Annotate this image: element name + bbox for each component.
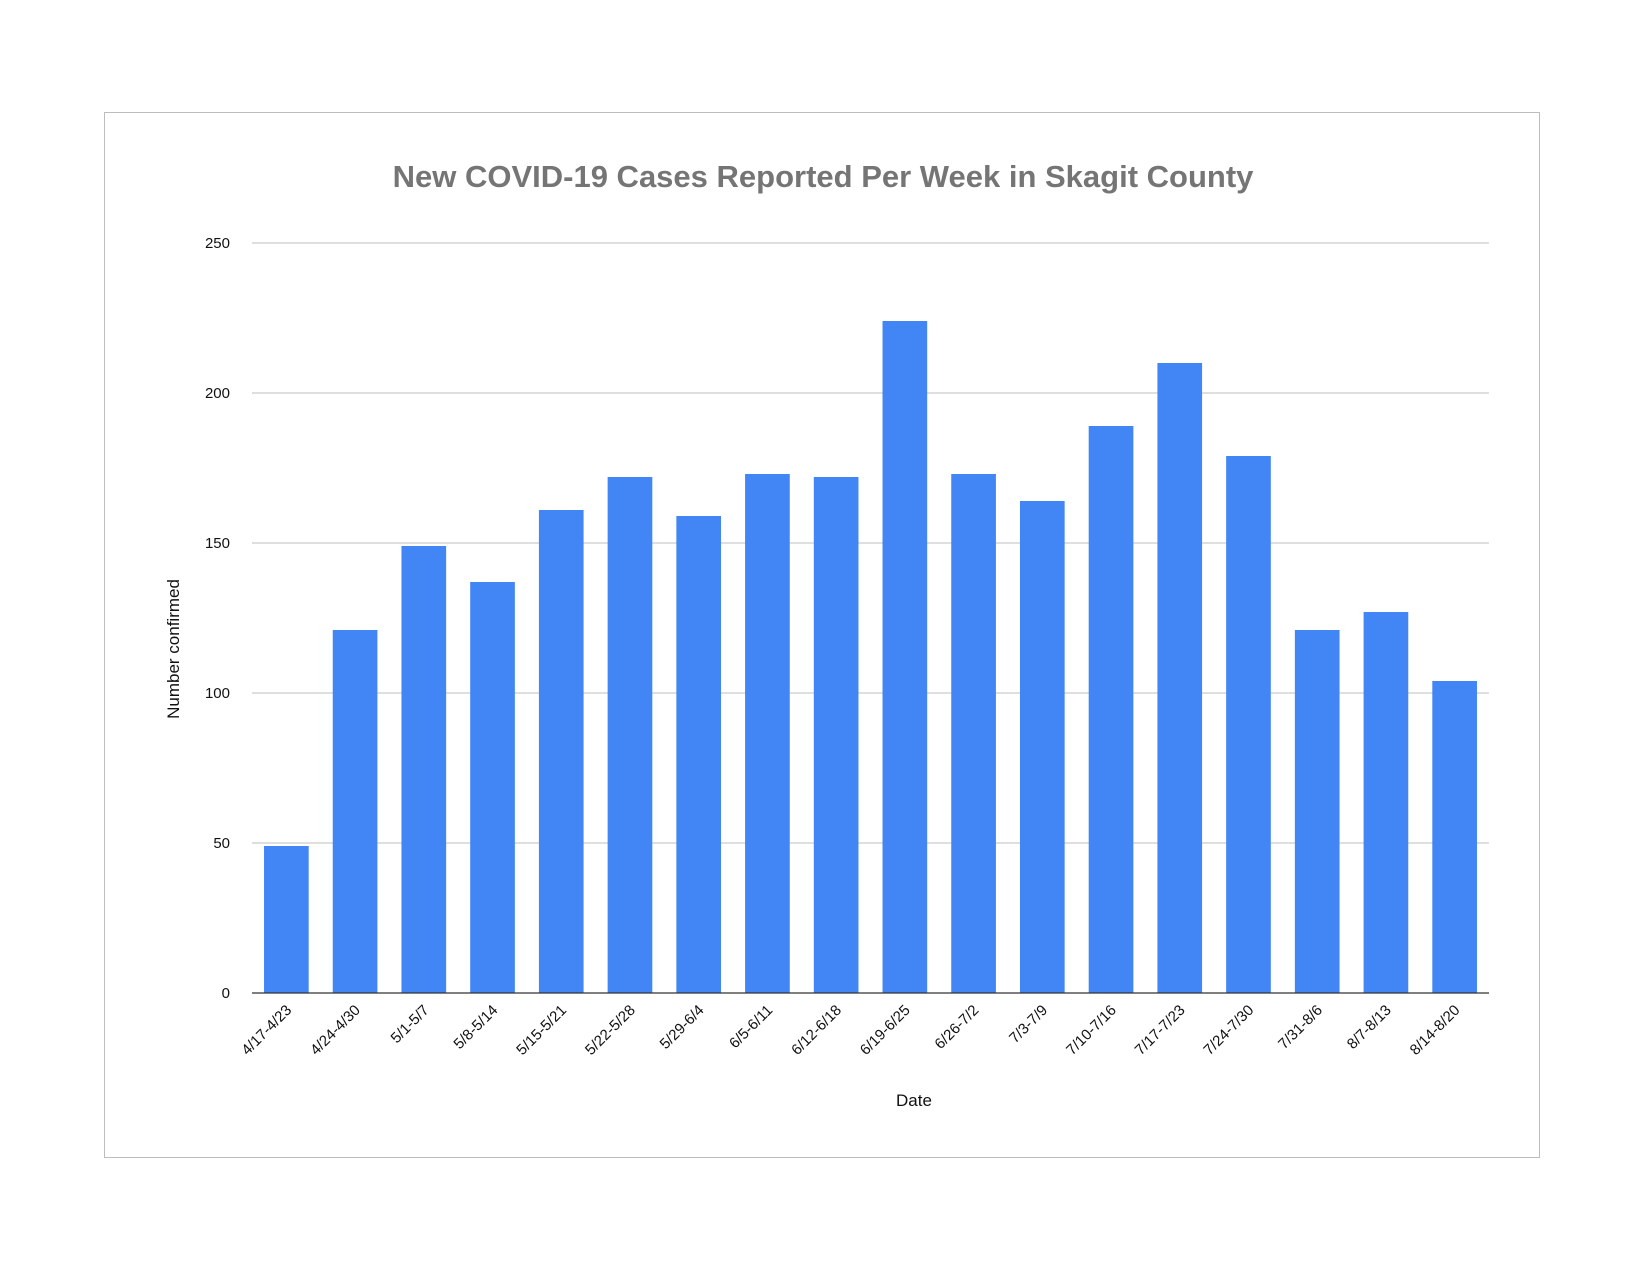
bar-9 xyxy=(882,321,928,993)
bar-17 xyxy=(1432,681,1477,993)
x-tick-label: 5/1-5/7 xyxy=(388,1002,433,1047)
y-tick-label: 0 xyxy=(222,985,230,1002)
x-tick-label: 5/22-5/28 xyxy=(582,1002,639,1059)
bar-4 xyxy=(538,510,584,993)
x-tick-label: 5/15-5/21 xyxy=(513,1002,570,1059)
x-tick-label: 5/8-5/14 xyxy=(450,1002,501,1053)
y-tick-label: 100 xyxy=(205,685,230,702)
x-tick-label: 7/24-7/30 xyxy=(1200,1002,1257,1059)
bar-12 xyxy=(1088,426,1134,993)
y-axis-label: Number confirmed xyxy=(164,579,183,719)
bar-5 xyxy=(607,477,653,993)
y-tick-label: 200 xyxy=(205,385,230,402)
x-tick-label: 6/5-6/11 xyxy=(726,1002,776,1052)
y-tick-label: 150 xyxy=(205,535,230,552)
x-tick-label: 6/26-7/2 xyxy=(931,1002,982,1053)
x-tick-label: 7/31-8/6 xyxy=(1275,1002,1326,1053)
bar-0 xyxy=(264,846,309,993)
chart-title: New COVID-19 Cases Reported Per Week in … xyxy=(393,159,1255,194)
bar-2 xyxy=(401,546,447,993)
bar-7 xyxy=(745,474,790,993)
x-tick-label: 7/17-7/23 xyxy=(1132,1002,1189,1059)
bar-6 xyxy=(676,516,722,993)
bar-15 xyxy=(1294,630,1340,993)
bar-10 xyxy=(951,474,996,993)
x-axis-label: Date xyxy=(896,1091,932,1110)
bar-1 xyxy=(332,630,378,993)
x-tick-label: 5/29-6/4 xyxy=(657,1002,708,1053)
bar-11 xyxy=(1019,501,1065,993)
bar-3 xyxy=(470,582,515,993)
x-tick-label: 7/3-7/9 xyxy=(1006,1002,1051,1047)
bar-chart: New COVID-19 Cases Reported Per Week in … xyxy=(164,159,1489,1110)
x-tick-label: 4/17-4/23 xyxy=(238,1002,295,1059)
gridlines xyxy=(252,242,1489,844)
x-tick-label: 8/7-8/13 xyxy=(1344,1002,1395,1053)
x-tick-label: 6/12-6/18 xyxy=(788,1002,845,1059)
x-tick-label: 7/10-7/16 xyxy=(1063,1002,1120,1059)
x-tick-label: 4/24-4/30 xyxy=(307,1002,364,1059)
bar-8 xyxy=(813,477,859,993)
x-axis-ticks: 4/17-4/23 4/24-4/30 5/1-5/7 5/8-5/14 5/15-5/… xyxy=(238,1002,1463,1059)
y-tick-label: 250 xyxy=(205,235,230,252)
y-axis-ticks: 0 50 100 150 200 250 xyxy=(205,235,230,1002)
bar-16 xyxy=(1363,612,1409,993)
y-tick-label: 50 xyxy=(213,835,230,852)
bars xyxy=(264,321,1477,993)
bar-14 xyxy=(1226,456,1271,993)
x-tick-label: 6/19-6/25 xyxy=(857,1002,914,1059)
chart-frame: New COVID-19 Cases Reported Per Week in … xyxy=(104,112,1540,1158)
bar-13 xyxy=(1157,363,1203,993)
x-tick-label: 8/14-8/20 xyxy=(1407,1002,1464,1059)
